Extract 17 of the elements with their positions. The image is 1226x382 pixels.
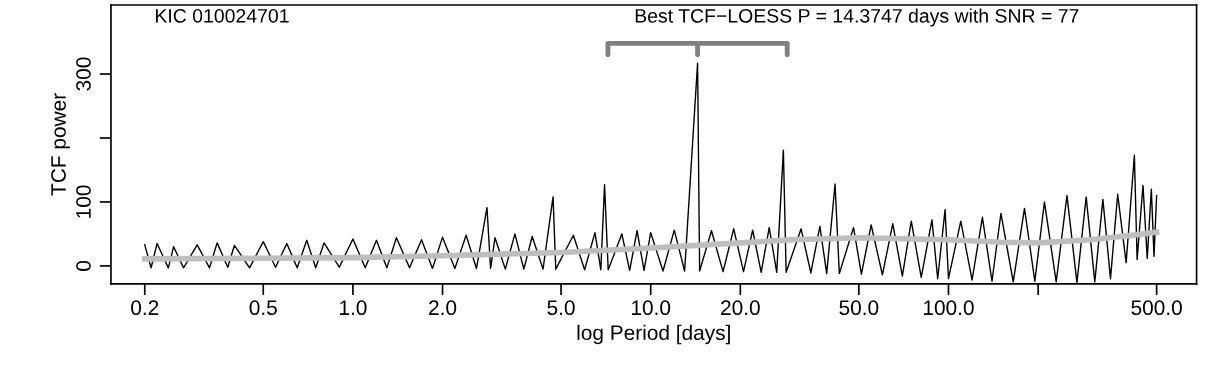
x-tick-label: 1.0 [340,300,367,316]
x-tick-label: 5.0 [547,300,575,316]
x-axis-title: log Period [days] [577,324,730,345]
x-tick-label: 0.5 [249,300,277,316]
x-tick-label: 100.0 [924,300,974,316]
y-tick-label: 300 [76,57,91,91]
y-tick-label: 0 [76,260,91,271]
y-axis-title: TCF power [51,93,70,196]
x-tick-label: 10.0 [632,300,671,316]
x-tick-label: 2.0 [429,300,457,316]
x-tick-label: 0.2 [131,300,159,316]
annotation: KIC 010024701 [155,8,289,23]
x-tick-label: 500.0 [1131,300,1182,316]
annotation: Best TCF−LOESS P = 14.3747 days with SNR = 77 [635,8,1079,27]
x-tick-label: 50.0 [839,300,879,316]
x-tick-label: 20.0 [721,300,760,316]
y-tick-label: 100 [76,185,91,218]
